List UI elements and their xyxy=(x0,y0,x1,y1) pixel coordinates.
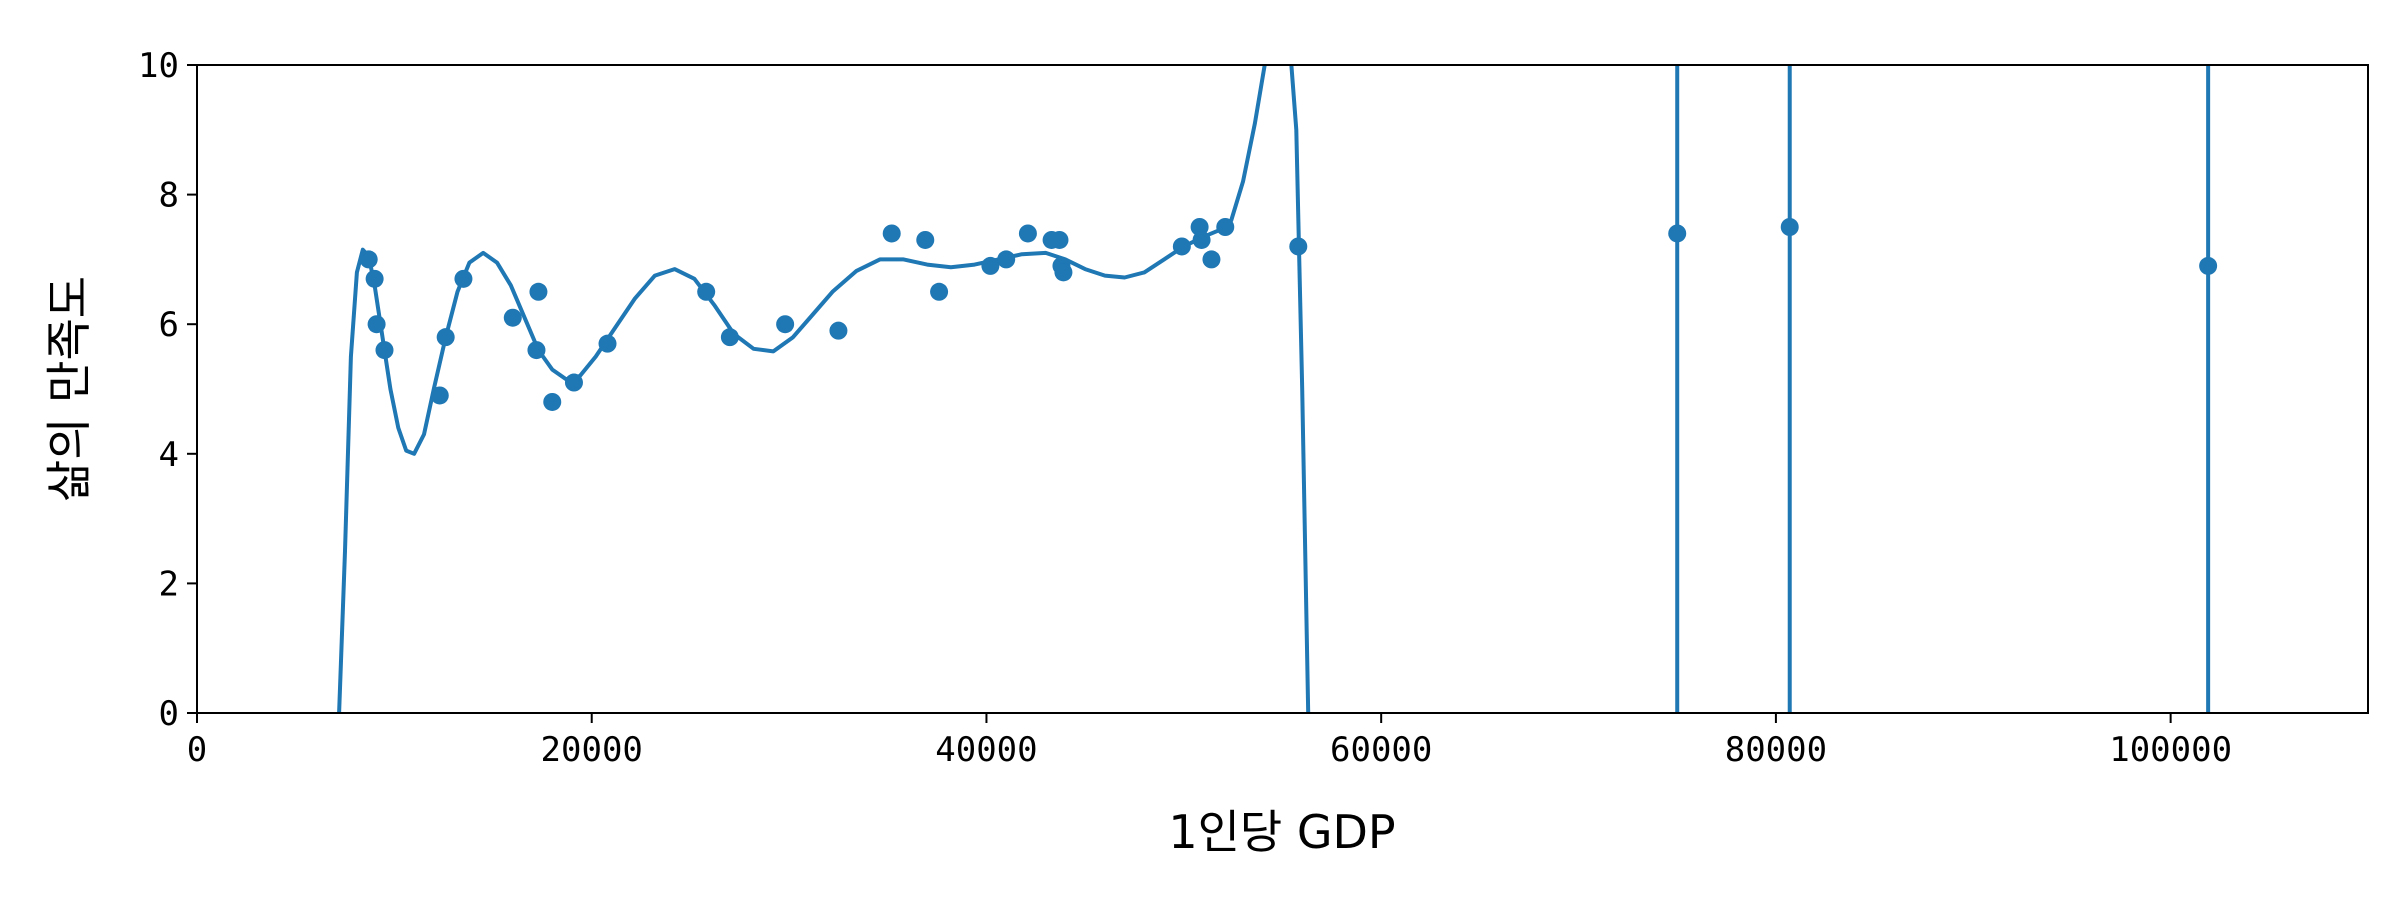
y-tick-label-0: 0 xyxy=(159,694,179,734)
data-point-31 xyxy=(1216,218,1235,236)
data-point-8 xyxy=(527,341,546,360)
data-point-18 xyxy=(916,230,935,249)
data-point-10 xyxy=(543,392,562,411)
plot-frame xyxy=(196,64,2369,714)
plot-background xyxy=(197,65,2368,713)
data-point-24 xyxy=(1050,230,1069,249)
data-point-11 xyxy=(564,373,583,392)
y-tick-label-5: 10 xyxy=(138,46,179,86)
data-point-34 xyxy=(1780,218,1799,236)
data-point-33 xyxy=(1668,224,1687,243)
data-point-2 xyxy=(367,315,386,334)
data-point-20 xyxy=(981,256,1000,275)
x-tick-label-1: 20000 xyxy=(541,730,643,770)
data-point-7 xyxy=(503,308,522,327)
x-tick-label-4: 80000 xyxy=(1725,730,1827,770)
data-point-19 xyxy=(930,282,949,301)
data-point-17 xyxy=(882,224,901,243)
data-point-14 xyxy=(720,328,739,347)
y-axis-title: 삶의 만족도 xyxy=(42,276,96,502)
data-point-13 xyxy=(697,282,716,301)
data-point-21 xyxy=(997,250,1016,269)
data-point-16 xyxy=(829,321,848,340)
x-tick-label-3: 60000 xyxy=(1330,730,1432,770)
y-tick-label-1: 2 xyxy=(159,564,179,604)
data-point-27 xyxy=(1172,237,1191,256)
data-point-5 xyxy=(436,328,455,347)
data-point-1 xyxy=(365,269,384,288)
x-axis: 0 20000 40000 60000 80000 100000 xyxy=(187,713,2232,770)
y-axis: 0 2 4 6 8 10 xyxy=(138,46,197,734)
data-point-32 xyxy=(1289,237,1308,256)
x-tick-label-0: 0 xyxy=(187,730,207,770)
data-point-29 xyxy=(1192,230,1211,249)
data-point-22 xyxy=(1018,224,1037,243)
data-point-30 xyxy=(1202,250,1221,269)
data-point-12 xyxy=(598,334,617,353)
data-point-35 xyxy=(2199,256,2218,275)
data-point-3 xyxy=(375,341,394,360)
data-point-9 xyxy=(529,282,548,301)
y-tick-label-4: 8 xyxy=(159,176,179,216)
y-tick-label-3: 6 xyxy=(159,305,179,345)
data-point-0 xyxy=(359,250,378,269)
y-tick-label-2: 4 xyxy=(159,435,179,475)
x-tick-label-5: 100000 xyxy=(2109,730,2232,770)
data-point-6 xyxy=(454,269,473,288)
data-point-4 xyxy=(430,386,449,405)
x-axis-title: 1인당 GDP xyxy=(1168,805,1395,859)
data-point-15 xyxy=(776,315,795,334)
data-point-26 xyxy=(1054,263,1073,282)
x-tick-label-2: 40000 xyxy=(935,730,1037,770)
data-layer xyxy=(337,65,2218,713)
